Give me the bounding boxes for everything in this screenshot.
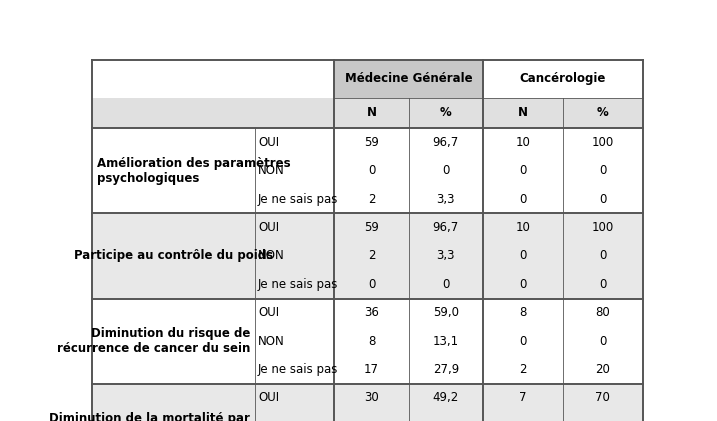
Text: 0: 0 bbox=[519, 164, 526, 177]
Text: 80: 80 bbox=[595, 306, 610, 319]
Text: OUI: OUI bbox=[258, 306, 279, 319]
Text: OUI: OUI bbox=[258, 391, 279, 404]
Text: 0: 0 bbox=[519, 278, 526, 291]
Text: 0: 0 bbox=[599, 250, 607, 262]
Text: N: N bbox=[518, 107, 528, 120]
Text: 70: 70 bbox=[595, 391, 610, 404]
Text: 27,9: 27,9 bbox=[433, 363, 459, 376]
Text: Participe au contrôle du poids: Participe au contrôle du poids bbox=[74, 250, 273, 262]
Text: 0: 0 bbox=[519, 193, 526, 206]
Text: 0: 0 bbox=[519, 335, 526, 348]
Text: 0: 0 bbox=[599, 335, 607, 348]
Text: 8: 8 bbox=[368, 335, 375, 348]
Text: 0: 0 bbox=[599, 193, 607, 206]
Text: 13,1: 13,1 bbox=[433, 335, 459, 348]
Text: N: N bbox=[366, 107, 376, 120]
Text: 96,7: 96,7 bbox=[433, 136, 459, 149]
Text: 0: 0 bbox=[442, 278, 450, 291]
Text: 8: 8 bbox=[519, 306, 526, 319]
Text: Diminution du risque de
récurrence de cancer du sein: Diminution du risque de récurrence de ca… bbox=[57, 327, 250, 355]
Text: 10: 10 bbox=[516, 136, 531, 149]
Text: NON: NON bbox=[258, 335, 285, 348]
Text: 7: 7 bbox=[519, 391, 526, 404]
Text: 11,5: 11,5 bbox=[433, 420, 459, 421]
Text: NON: NON bbox=[258, 250, 285, 262]
Text: NON: NON bbox=[258, 420, 285, 421]
Text: OUI: OUI bbox=[258, 221, 279, 234]
Text: Je ne sais pas: Je ne sais pas bbox=[258, 278, 338, 291]
Text: NON: NON bbox=[258, 164, 285, 177]
Text: 0: 0 bbox=[368, 164, 375, 177]
Text: 100: 100 bbox=[592, 221, 614, 234]
Text: 2: 2 bbox=[519, 363, 526, 376]
Text: Médecine Générale: Médecine Générale bbox=[345, 72, 473, 85]
Text: Amélioration des paramètres
psychologiques: Amélioration des paramètres psychologiqu… bbox=[97, 157, 290, 185]
Text: 30: 30 bbox=[364, 391, 379, 404]
Text: 3,3: 3,3 bbox=[437, 250, 455, 262]
Text: 2: 2 bbox=[368, 193, 375, 206]
Text: Je ne sais pas: Je ne sais pas bbox=[258, 193, 338, 206]
Bar bbox=[92, 128, 642, 213]
Text: 0: 0 bbox=[519, 420, 526, 421]
Text: 100: 100 bbox=[592, 136, 614, 149]
Text: 36: 36 bbox=[364, 306, 379, 319]
Bar bbox=[334, 60, 483, 98]
Text: 7: 7 bbox=[368, 420, 375, 421]
Text: 59,0: 59,0 bbox=[433, 306, 459, 319]
Bar bbox=[92, 298, 642, 384]
Text: 49,2: 49,2 bbox=[433, 391, 459, 404]
Text: 0: 0 bbox=[519, 250, 526, 262]
Text: 2: 2 bbox=[368, 250, 375, 262]
Text: Je ne sais pas: Je ne sais pas bbox=[258, 363, 338, 376]
Text: 0: 0 bbox=[599, 164, 607, 177]
Bar bbox=[483, 60, 642, 98]
Text: 3,3: 3,3 bbox=[437, 193, 455, 206]
Text: 96,7: 96,7 bbox=[433, 221, 459, 234]
Text: 10: 10 bbox=[516, 221, 531, 234]
Text: Diminution de la mortalité par
cancer du sein: Diminution de la mortalité par cancer du… bbox=[49, 412, 250, 421]
Text: 59: 59 bbox=[364, 136, 379, 149]
Bar bbox=[92, 213, 642, 298]
Bar bbox=[92, 98, 642, 128]
Text: %: % bbox=[440, 107, 452, 120]
Bar bbox=[92, 384, 642, 421]
Text: 17: 17 bbox=[364, 363, 379, 376]
Text: 20: 20 bbox=[595, 363, 610, 376]
Text: %: % bbox=[597, 107, 609, 120]
Text: 59: 59 bbox=[364, 221, 379, 234]
Text: OUI: OUI bbox=[258, 136, 279, 149]
Text: 0: 0 bbox=[368, 278, 375, 291]
Bar bbox=[92, 60, 334, 98]
Text: 0: 0 bbox=[599, 278, 607, 291]
Text: 0: 0 bbox=[442, 164, 450, 177]
Text: Cancérologie: Cancérologie bbox=[520, 72, 606, 85]
Text: 0: 0 bbox=[599, 420, 607, 421]
